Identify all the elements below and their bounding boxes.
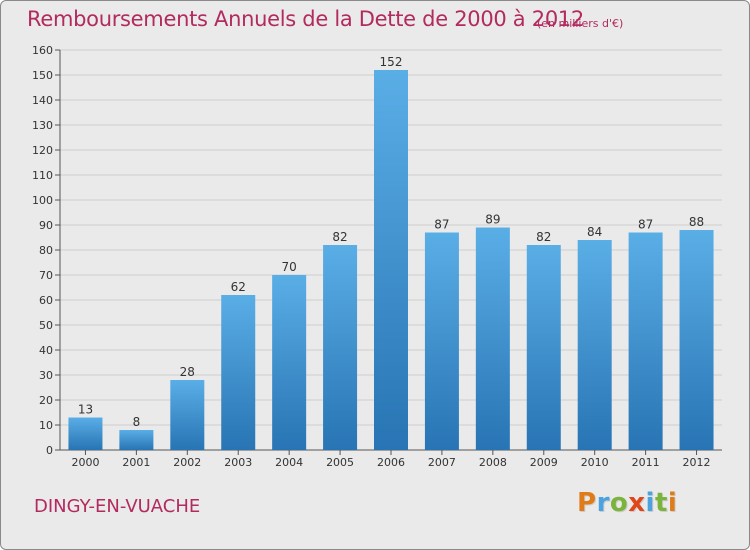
logo-letter: P [577, 488, 597, 518]
logo-letter: o [609, 488, 629, 518]
x-tick-label: 2009 [530, 456, 558, 469]
data-label: 82 [536, 230, 551, 244]
bar-2011 [628, 232, 663, 450]
y-tick-label: 50 [39, 319, 53, 332]
bar-2009 [526, 245, 561, 450]
proxiti-logo: Proxiti [577, 488, 677, 518]
logo-letter: r [596, 488, 610, 518]
logo-letter: i [667, 488, 678, 518]
bar-2007 [424, 232, 459, 450]
data-label: 70 [282, 260, 297, 274]
y-tick-label: 140 [32, 94, 53, 107]
bar-2002 [170, 380, 205, 450]
bar-2005 [323, 245, 358, 450]
bar-2006 [374, 70, 408, 450]
x-tick-label: 2001 [122, 456, 150, 469]
bar-2001 [119, 430, 154, 450]
logo-letter: x [628, 488, 646, 518]
data-label: 88 [689, 215, 704, 229]
bar-2012 [679, 230, 714, 450]
data-label: 82 [332, 230, 347, 244]
y-tick-label: 80 [39, 244, 53, 257]
x-tick-label: 2006 [377, 456, 405, 469]
y-tick-label: 110 [32, 169, 53, 182]
x-tick-label: 2000 [71, 456, 99, 469]
label-layer: 13 8 28 62 70 82 152 87 89 82 84 87 88 [78, 55, 704, 429]
chart-title: Remboursements Annuels de la Dette de 20… [27, 7, 584, 31]
x-tick-label: 2004 [275, 456, 303, 469]
data-label: 87 [434, 218, 449, 232]
y-tick-label: 160 [32, 44, 53, 57]
x-tick-label: 2005 [326, 456, 354, 469]
logo-letter: t [654, 488, 668, 518]
bar-2004 [272, 275, 307, 450]
x-tick-label: 2002 [173, 456, 201, 469]
data-label: 8 [133, 415, 141, 429]
bar-2003 [221, 295, 256, 450]
data-label: 62 [231, 280, 246, 294]
y-tick-label: 10 [39, 419, 53, 432]
town-name: DINGY-EN-VUACHE [34, 496, 201, 517]
x-tick-label: 2003 [224, 456, 252, 469]
x-tick-label: 2007 [428, 456, 456, 469]
bar-2008 [475, 227, 510, 450]
y-tick-label: 100 [32, 194, 53, 207]
bar-2000 [68, 417, 103, 450]
data-label: 89 [485, 213, 500, 227]
bar-layer [68, 70, 714, 450]
y-tick-label: 130 [32, 119, 53, 132]
chart-unit-label: (en milliers d'€) [537, 17, 624, 30]
data-label: 152 [380, 55, 403, 69]
y-tick-label: 0 [46, 444, 53, 457]
x-tick-label: 2012 [683, 456, 711, 469]
bar-2010 [577, 240, 612, 450]
x-tick-label: 2008 [479, 456, 507, 469]
data-label: 28 [180, 365, 195, 379]
data-label: 87 [638, 218, 653, 232]
y-tick-label: 150 [32, 69, 53, 82]
data-label: 13 [78, 403, 93, 417]
y-tick-label: 20 [39, 394, 53, 407]
x-tick-label: 2011 [632, 456, 660, 469]
y-tick-label: 70 [39, 269, 53, 282]
y-tick-label: 120 [32, 144, 53, 157]
y-tick-label: 40 [39, 344, 53, 357]
data-label: 84 [587, 225, 602, 239]
y-tick-label: 30 [39, 369, 53, 382]
y-tick-label: 60 [39, 294, 53, 307]
y-tick-label: 90 [39, 219, 53, 232]
x-tick-label: 2010 [581, 456, 609, 469]
logo-letter: i [645, 488, 655, 518]
